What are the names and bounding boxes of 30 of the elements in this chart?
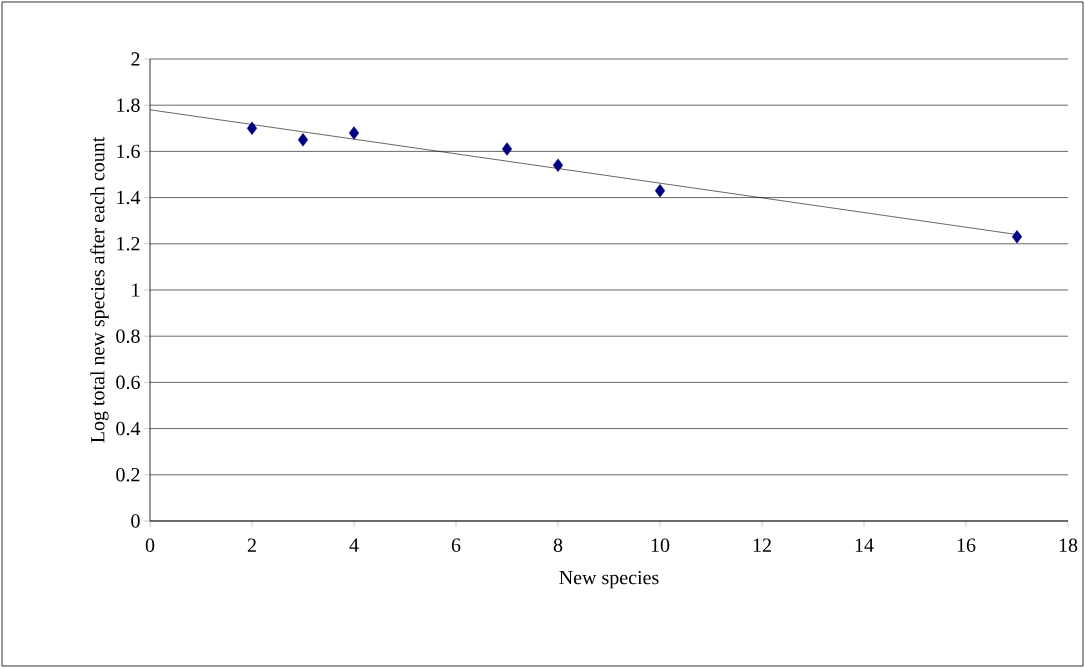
y-tick-label: 0.6: [116, 375, 140, 390]
x-tick-label: 14: [855, 538, 874, 552]
y-tick-label: 1.8: [117, 98, 140, 112]
x-tick-label: 6: [451, 538, 461, 552]
x-tick-label: 8: [553, 538, 563, 553]
point: [1011, 230, 1023, 244]
y-tick-label: 1: [132, 283, 140, 297]
x-tick-label: 2: [247, 538, 256, 552]
x-tick-label: 18: [1059, 538, 1078, 553]
point: [246, 121, 258, 135]
x-axis-title: New species: [559, 570, 659, 589]
y-axis-title: Log total new species after each count: [90, 136, 109, 443]
y-tick-label: 0: [131, 514, 140, 528]
y-tick-label: 0.8: [116, 329, 140, 343]
y-tick-label: 1.6: [117, 144, 140, 159]
point: [552, 158, 564, 172]
point: [297, 133, 309, 147]
y-tick-label: 1.4: [117, 190, 141, 205]
y-tick-label: 0.4: [116, 421, 141, 436]
x-tick-label: 10: [651, 538, 670, 553]
x-tick-label: 12: [753, 538, 771, 552]
y-tick-label: 2: [131, 52, 140, 66]
point: [654, 183, 666, 198]
x-tick-label: 4: [349, 538, 359, 552]
x-tick-label: 16: [957, 538, 976, 552]
y-tick-label: 0.2: [116, 468, 140, 482]
point: [348, 126, 360, 140]
y-tick-label: 1.2: [117, 237, 140, 251]
x-tick-label: 0: [145, 538, 155, 553]
point: [501, 142, 513, 156]
